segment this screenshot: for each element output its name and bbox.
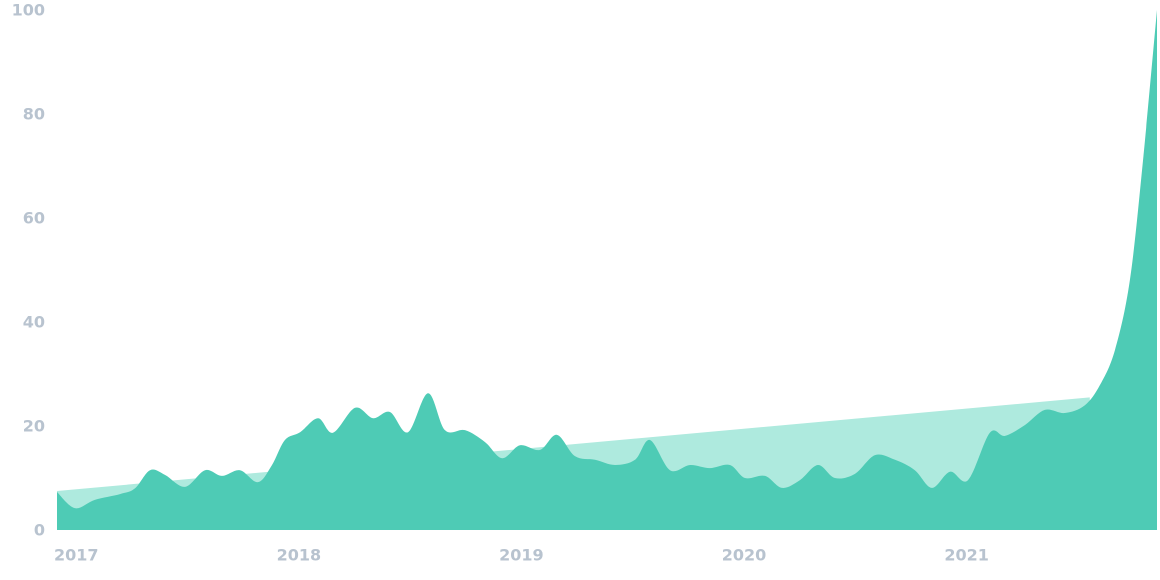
x-tick-label: 2020: [722, 546, 767, 565]
y-tick-label: 100: [12, 1, 45, 20]
y-tick-label: 60: [23, 209, 45, 228]
y-tick-label: 40: [23, 313, 45, 332]
y-tick-label: 0: [34, 521, 45, 540]
x-tick-label: 2019: [499, 546, 544, 565]
x-tick-label: 2017: [54, 546, 99, 565]
x-tick-label: 2021: [944, 546, 989, 565]
x-tick-label: 2018: [277, 546, 322, 565]
area: [57, 10, 1157, 530]
y-tick-label: 80: [23, 105, 45, 124]
y-tick-label: 20: [23, 417, 45, 436]
